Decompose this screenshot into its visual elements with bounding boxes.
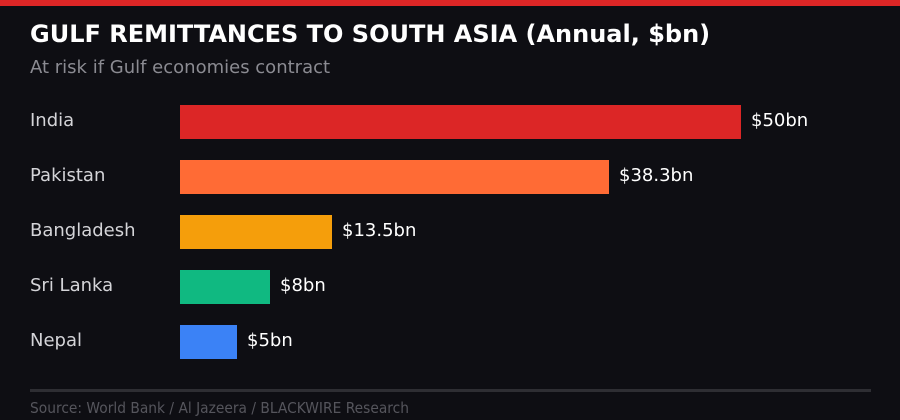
bar [180,105,741,139]
source-note: Source: World Bank / Al Jazeera / BLACKW… [30,399,409,417]
category-label: Nepal [30,330,82,351]
bar-row: Pakistan $38.3bn [0,160,900,194]
value-label: $50bn [751,110,809,131]
bar [180,325,237,359]
footer-divider [30,389,871,392]
accent-top-bar [0,0,900,6]
chart-subtitle: At risk if Gulf economies contract [30,57,331,78]
value-label: $8bn [280,275,326,296]
bar [180,270,270,304]
value-label: $13.5bn [342,220,417,241]
bar-row: Nepal $5bn [0,325,900,359]
category-label: Bangladesh [30,220,136,241]
bar [180,215,332,249]
category-label: Pakistan [30,165,106,186]
bar [180,160,609,194]
bar-row: Sri Lanka $8bn [0,270,900,304]
value-label: $38.3bn [619,165,694,186]
category-label: India [30,110,75,131]
value-label: $5bn [247,330,293,351]
bar-row: Bangladesh $13.5bn [0,215,900,249]
bar-row: India $50bn [0,105,900,139]
chart-title: GULF REMITTANCES TO SOUTH ASIA (Annual, … [30,20,711,48]
category-label: Sri Lanka [30,275,114,296]
